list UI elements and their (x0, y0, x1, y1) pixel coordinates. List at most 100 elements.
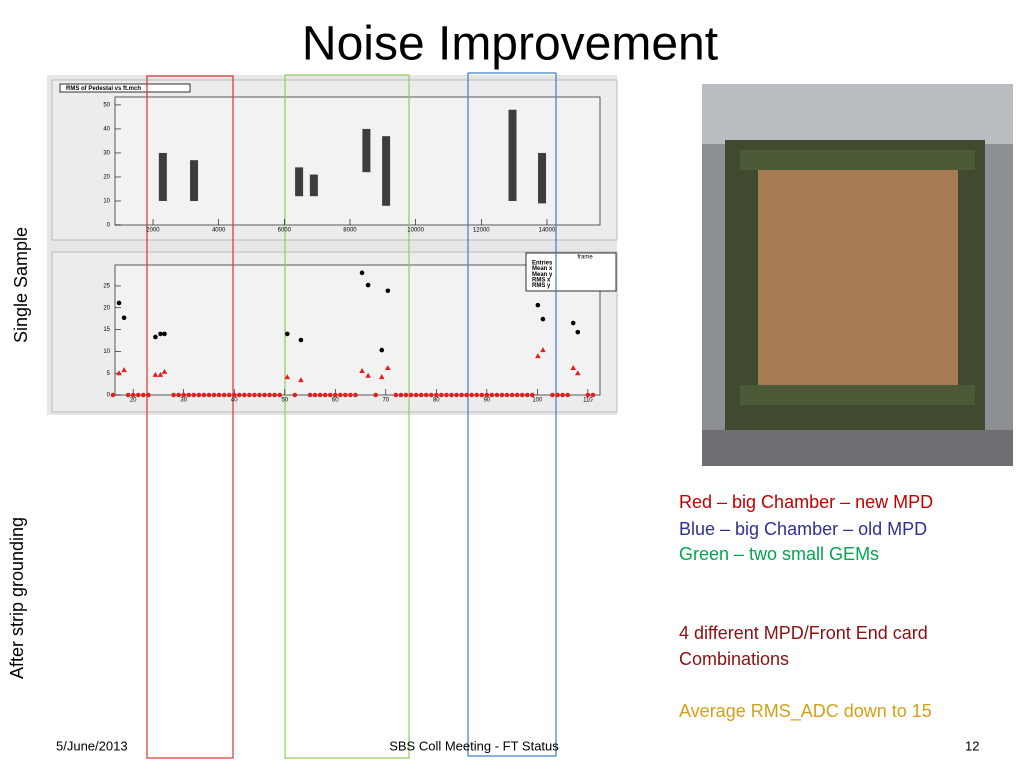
point (171, 392, 176, 398)
stats-label: Entries (532, 261, 553, 267)
point (385, 288, 391, 294)
point (535, 302, 541, 308)
point (575, 329, 581, 335)
y-tick-label: 30 (103, 151, 110, 157)
triangle-marker (378, 374, 385, 380)
triangle-marker (365, 372, 371, 378)
point-cluster (190, 160, 199, 201)
point (530, 392, 535, 398)
point (125, 392, 131, 398)
x-tick-label: 10000 (407, 228, 424, 234)
stats-label: RMS x (532, 277, 551, 283)
x-tick-label: 60 (332, 398, 339, 404)
point (365, 282, 371, 288)
point (262, 392, 267, 398)
bottom-frame (114, 264, 601, 396)
point (560, 392, 565, 398)
x-tick-label: 40 (231, 398, 238, 404)
point (398, 392, 404, 398)
point (322, 392, 328, 398)
point (585, 392, 591, 398)
x-tick-label: 6000 (278, 228, 292, 234)
point (272, 392, 277, 398)
stats-box (525, 252, 617, 292)
point (464, 392, 469, 398)
y-tick-label: 10 (103, 199, 110, 205)
point (338, 392, 343, 398)
point (439, 392, 444, 398)
green-highlight (284, 74, 410, 759)
point (135, 392, 141, 398)
note: Average RMS_ADC down to 15 (679, 701, 932, 722)
red-highlight (146, 75, 234, 759)
point (216, 392, 222, 398)
side-label: Single Sample (11, 227, 31, 343)
point (353, 392, 358, 398)
top-frame (114, 96, 601, 226)
plot-title-box (59, 83, 191, 93)
point-cluster (508, 109, 517, 201)
point (524, 392, 530, 398)
blue-highlight (467, 72, 557, 757)
footer-title: SBS Coll Meeting - FT Status (389, 738, 559, 753)
point (110, 392, 116, 398)
x-tick-label: 8000 (343, 228, 357, 234)
side-label: After strip grounding (7, 517, 27, 679)
triangle-marker (157, 371, 164, 377)
point (196, 392, 202, 398)
point (221, 392, 227, 398)
note: Green – two small GEMs (679, 544, 879, 564)
point (519, 392, 525, 398)
point (181, 392, 187, 398)
point (116, 300, 122, 306)
point (312, 392, 318, 398)
stats-label: Mean y (532, 272, 553, 278)
point-cluster (538, 152, 547, 204)
point (226, 392, 232, 398)
point (191, 392, 197, 398)
x-tick-label: 80 (433, 398, 440, 404)
triangle-marker (121, 367, 127, 373)
point (444, 392, 449, 398)
triangle-marker (152, 371, 159, 377)
point (343, 392, 348, 398)
point (449, 392, 454, 398)
point (428, 392, 434, 398)
point (162, 331, 167, 337)
note: Blue – big Chamber – old MPD (679, 519, 927, 539)
point (550, 392, 555, 398)
point (206, 392, 212, 398)
point-cluster (309, 174, 318, 197)
point (236, 392, 242, 398)
footer-date: 5/June/2013 (56, 738, 128, 753)
point (454, 392, 459, 398)
y-tick-label: 20 (103, 305, 110, 311)
point (494, 392, 500, 398)
stats-label: Mean x (532, 266, 553, 272)
point (201, 392, 207, 398)
point (514, 392, 520, 398)
plot-title: RMS of Pedestal vs ft.mch (66, 86, 141, 92)
footer-page: 12 (965, 738, 979, 753)
y-tick-label: 0 (107, 393, 111, 399)
photo (702, 84, 1013, 466)
triangle-marker (116, 370, 122, 376)
point (469, 392, 474, 398)
stats-label: RMS y (532, 283, 551, 289)
y-tick-label: 25 (103, 284, 110, 290)
point (298, 337, 304, 343)
x-tick-label: 30 (180, 398, 187, 404)
notes: Red – big Chamber – new MPD Blue – big Ch… (679, 492, 933, 722)
point (158, 331, 163, 337)
triangle-marker (570, 364, 577, 370)
y-tick-label: 40 (103, 127, 110, 133)
point (231, 392, 237, 398)
point (379, 347, 385, 353)
point (423, 392, 429, 398)
x-tick-label: 2000 (146, 228, 160, 234)
point (434, 392, 439, 398)
triangle-marker (359, 368, 365, 374)
x-tick-label: 70 (382, 398, 389, 404)
point (146, 392, 151, 398)
